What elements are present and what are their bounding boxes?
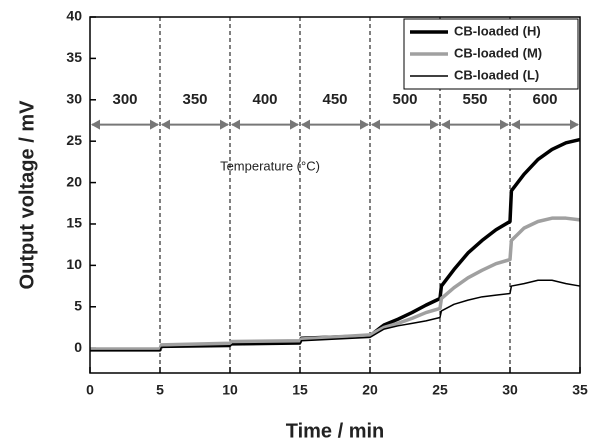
y-tick-label: 10 [66,256,82,272]
range-label: 450 [322,91,347,108]
y-tick-label: 30 [66,90,82,106]
y-tick-label: 35 [66,49,82,65]
x-tick-label: 25 [432,382,448,398]
y-tick-label: 40 [66,8,82,24]
range-label: 350 [182,91,207,108]
range-label: 300 [112,91,137,108]
range-label: 400 [252,91,277,108]
series-line [90,279,581,352]
annotation: Temperature (°C) [220,158,320,173]
y-tick-label: 25 [66,132,82,148]
plot-frame [89,16,581,374]
x-tick-label: 5 [156,382,164,398]
range-label: 600 [532,91,557,108]
x-axis-title: Time / min [286,420,385,442]
x-tick-label: 15 [292,382,308,398]
y-tick-label: 15 [66,215,82,231]
x-tick-label: 30 [502,382,518,398]
y-tick-label: 5 [74,297,82,313]
y-tick-label: 0 [74,339,82,355]
x-tick-label: 10 [222,382,238,398]
series-line [90,216,581,351]
legend-label: CB-loaded (L) [454,67,539,82]
y-tick-label: 20 [66,173,82,189]
range-label: 550 [462,91,487,108]
legend-label: CB-loaded (M) [454,45,542,60]
x-tick-label: 0 [86,382,94,398]
legend-label: CB-loaded (H) [454,23,541,38]
y-axis-title: Output voltage / mV [16,100,38,290]
range-label: 500 [392,91,417,108]
x-tick-label: 20 [362,382,378,398]
series-line [90,137,581,352]
x-tick-label: 35 [572,382,588,398]
